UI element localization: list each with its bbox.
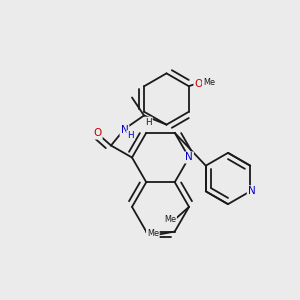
Text: H: H (127, 131, 134, 140)
Text: N: N (248, 186, 256, 196)
Text: Me: Me (147, 230, 159, 238)
Text: N: N (121, 125, 128, 136)
Text: O: O (194, 79, 203, 89)
Text: O: O (93, 128, 102, 139)
Text: H: H (145, 118, 152, 127)
Text: Me: Me (164, 215, 176, 224)
Text: Me: Me (203, 78, 215, 87)
Text: N: N (185, 152, 193, 163)
